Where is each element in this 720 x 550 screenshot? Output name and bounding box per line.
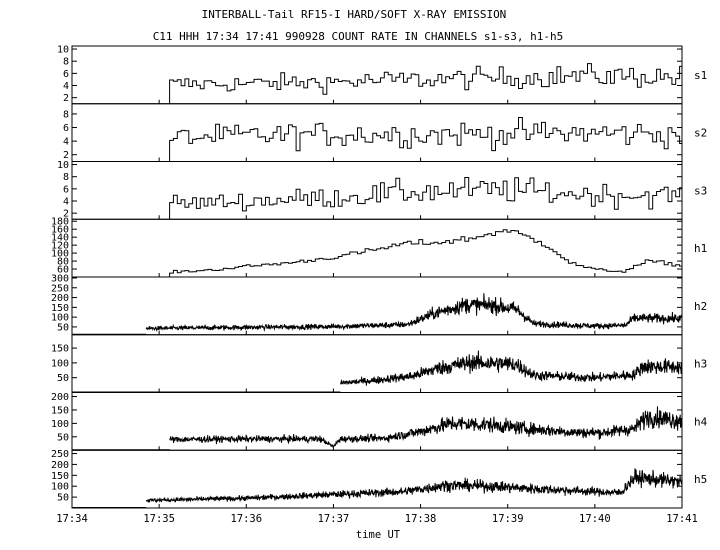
panel-frame-s2: [71, 103, 683, 162]
series-s1: [169, 63, 682, 104]
panel-frame-h1: [71, 218, 683, 278]
ytick-label-s2-2: 2: [63, 150, 69, 161]
ytick-label-s1-8: 8: [63, 57, 69, 68]
channel-label-h1: h1: [694, 242, 707, 255]
ytick-label-h2-200: 200: [51, 293, 69, 304]
series-h5: [145, 468, 683, 504]
xtick-label-17:41: 17:41: [666, 513, 698, 525]
panel-h3: 50 100 150 h3: [51, 334, 707, 393]
ytick-label-h4-50: 50: [57, 432, 69, 443]
ytick-label-s1-6: 6: [63, 69, 69, 80]
series-h2: [145, 293, 683, 332]
channel-label-s2: s2: [694, 127, 707, 140]
channel-label-h2: h2: [694, 300, 707, 313]
time-axis: 17:34 17:35 17:36 17:37 17:38 17:39 17:40 17:41: [56, 513, 698, 525]
ytick-label-h1-160: 160: [51, 225, 69, 236]
ytick-label-s1-10: 10: [57, 45, 69, 56]
panel-frame-h3: [71, 334, 683, 393]
ytick-label-h1-180: 180: [51, 217, 69, 228]
ytick-label-h3-100: 100: [51, 358, 69, 369]
series-h4: [169, 406, 683, 448]
ytick-label-h5-200: 200: [51, 460, 69, 471]
series-h3: [339, 350, 683, 386]
ytick-label-s3-6: 6: [63, 184, 69, 195]
ytick-label-h1-100: 100: [51, 249, 69, 260]
panel-s2: 2 4 6 8 s2: [63, 103, 707, 162]
ytick-label-h1-140: 140: [51, 233, 69, 244]
ytick-label-h1-120: 120: [51, 241, 69, 252]
ytick-label-h5-50: 50: [57, 493, 69, 504]
ytick-label-s2-4: 4: [63, 137, 69, 148]
xtick-label-17:34: 17:34: [56, 513, 88, 525]
ytick-label-s1-4: 4: [63, 81, 69, 92]
ytick-label-h2-300: 300: [51, 273, 69, 284]
series-s2: [169, 117, 682, 162]
xtick-label-17:36: 17:36: [230, 513, 262, 525]
ytick-label-h2-50: 50: [57, 322, 69, 333]
ytick-label-h5-100: 100: [51, 482, 69, 493]
xtick-label-17:37: 17:37: [318, 513, 350, 525]
ytick-label-s1-2: 2: [63, 93, 69, 104]
xtick-label-17:40: 17:40: [579, 513, 611, 525]
panel-h4: 50 100 150 200 h4: [51, 392, 708, 451]
channel-label-s1: s1: [694, 69, 707, 82]
chart-title: INTERBALL-Tail RF15-I HARD/SOFT X-RAY EM…: [202, 8, 507, 21]
series-s3: [169, 177, 682, 220]
channel-label-s3: s3: [694, 184, 707, 197]
ytick-label-h5-150: 150: [51, 471, 69, 482]
ytick-label-h4-150: 150: [51, 405, 69, 416]
panel-frame-h4: [71, 392, 683, 451]
xtick-label-17:38: 17:38: [405, 513, 437, 525]
ytick-label-s2-6: 6: [63, 123, 69, 134]
series-h1: [169, 229, 682, 277]
ytick-label-s3-2: 2: [63, 209, 69, 220]
xtick-label-17:39: 17:39: [492, 513, 524, 525]
ytick-label-h2-100: 100: [51, 313, 69, 324]
ytick-label-h4-100: 100: [51, 419, 69, 430]
ytick-label-h5-250: 250: [51, 449, 69, 460]
ytick-label-s3-8: 8: [63, 172, 69, 183]
panels-group: 246810s12468s2246810s3608010012014016018…: [51, 45, 708, 509]
channel-label-h4: h4: [694, 415, 708, 428]
ytick-label-s3-4: 4: [63, 197, 69, 208]
ytick-label-h1-60: 60: [57, 265, 69, 276]
ytick-label-h1-80: 80: [57, 257, 69, 268]
ytick-label-s3-10: 10: [57, 160, 69, 171]
ytick-label-h4-200: 200: [51, 392, 69, 403]
panel-frame-s1: [71, 45, 683, 105]
ytick-label-h3-150: 150: [51, 344, 69, 355]
ytick-label-h2-150: 150: [51, 303, 69, 314]
channel-label-h3: h3: [694, 358, 707, 371]
chart-subtitle: C11 HHH 17:34 17:41 990928 COUNT RATE IN…: [153, 30, 564, 43]
ytick-label-s2-8: 8: [63, 109, 69, 120]
channel-label-h5: h5: [694, 473, 707, 486]
ytick-label-h2-250: 250: [51, 283, 69, 294]
xtick-label-17:35: 17:35: [143, 513, 175, 525]
ytick-label-h3-50: 50: [57, 373, 69, 384]
x-axis-label: time UT: [356, 529, 401, 541]
